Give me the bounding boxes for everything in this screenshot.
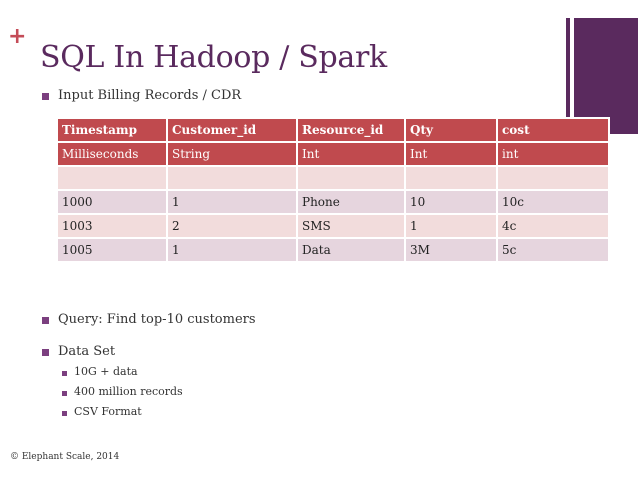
bullet-square-icon	[42, 93, 49, 100]
table-cell: 1	[404, 213, 498, 239]
decor-bar-thin	[566, 18, 570, 134]
table-row: 1003 2 SMS 1 4c	[56, 213, 610, 239]
table-cell: 3M	[404, 237, 498, 263]
sub-bullet-square-icon	[62, 391, 67, 396]
table-cell	[296, 165, 406, 191]
dataset-item: 400 million records	[74, 385, 183, 398]
header-cell: Qty	[404, 117, 498, 143]
dataset-item: 10G + data	[74, 365, 138, 378]
table-cell	[404, 165, 498, 191]
decor-bar-thick	[574, 18, 638, 134]
header-cell: Timestamp	[56, 117, 168, 143]
table-cell	[496, 165, 610, 191]
dataset-item: CSV Format	[74, 405, 142, 418]
bullet-query-text: Query: Find top-10 customers	[58, 312, 256, 327]
bullet-input-text: Input Billing Records / CDR	[58, 88, 242, 103]
plus-mark: +	[8, 24, 27, 49]
table-header-row: Timestamp Customer_id Resource_id Qty co…	[56, 117, 610, 143]
table-cell: 5c	[496, 237, 610, 263]
table-cell: String	[166, 141, 298, 167]
bullet-dataset-text: Data Set	[58, 344, 116, 359]
header-cell: Customer_id	[166, 117, 298, 143]
table-cell: 10	[404, 189, 498, 215]
sub-bullet-square-icon	[62, 371, 67, 376]
table-cell: Int	[404, 141, 498, 167]
table-cell: SMS	[296, 213, 406, 239]
bullet-square-icon	[42, 317, 49, 324]
sub-bullet-square-icon	[62, 411, 67, 416]
table-cell: 1	[166, 237, 298, 263]
table-cell: 1003	[56, 213, 168, 239]
table-cell: 1005	[56, 237, 168, 263]
table-cell: Milliseconds	[56, 141, 168, 167]
header-cell: Resource_id	[296, 117, 406, 143]
table-row: 1005 1 Data 3M 5c	[56, 237, 610, 263]
table-cell: 1	[166, 189, 298, 215]
table-cell	[56, 165, 168, 191]
header-cell: cost	[496, 117, 610, 143]
table-cell: 4c	[496, 213, 610, 239]
table-cell: 10c	[496, 189, 610, 215]
table-types-row: Milliseconds String Int Int int	[56, 141, 610, 167]
table-cell: 2	[166, 213, 298, 239]
table-cell: int	[496, 141, 610, 167]
bullet-square-icon	[42, 349, 49, 356]
table-cell: Phone	[296, 189, 406, 215]
table-row	[56, 165, 610, 191]
footer-copyright: © Elephant Scale, 2014	[10, 452, 120, 462]
slide-title: SQL In Hadoop / Spark	[40, 40, 387, 75]
table-cell: Data	[296, 237, 406, 263]
billing-records-table: Timestamp Customer_id Resource_id Qty co…	[56, 117, 610, 263]
table-cell: 1000	[56, 189, 168, 215]
table-cell	[166, 165, 298, 191]
table-cell: Int	[296, 141, 406, 167]
table-row: 1000 1 Phone 10 10c	[56, 189, 610, 215]
